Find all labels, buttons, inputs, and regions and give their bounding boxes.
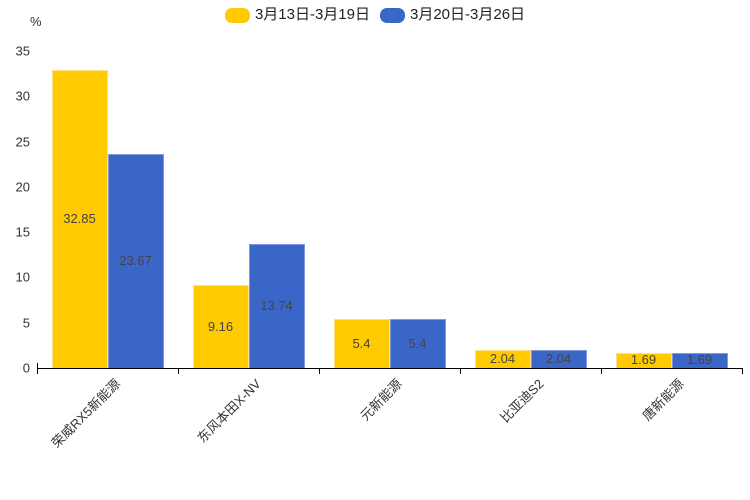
legend: 3月13日-3月19日 3月20日-3月26日 <box>0 6 750 24</box>
bar-series1-cat3[interactable] <box>333 319 390 368</box>
bar-value-label: 2.04 <box>489 350 516 366</box>
x-axis-label: 元新能源 <box>357 376 406 424</box>
bar-value-label: 9.16 <box>207 318 234 334</box>
axis-tick <box>601 369 602 374</box>
legend-item-week1[interactable]: 3月13日-3月19日 <box>224 6 370 24</box>
legend-label-week2: 3月20日-3月26日 <box>410 6 526 23</box>
axis-tick <box>37 369 38 374</box>
axis-tick <box>178 369 179 374</box>
bar-value-label: 2.04 <box>545 350 572 366</box>
bar-value-label: 5.4 <box>408 335 427 351</box>
y-axis-unit-label: % <box>30 14 42 29</box>
axis-tick <box>319 369 320 374</box>
x-axis-line <box>37 368 743 369</box>
y-axis-tick-label: 5 <box>22 315 30 331</box>
axis-tick <box>460 369 461 374</box>
y-axis-tick-label: 20 <box>15 179 30 195</box>
bar-series1-cat4[interactable] <box>474 349 531 368</box>
x-axis-label: 荣威RX5新能源 <box>48 376 124 451</box>
bar-series1-cat2[interactable] <box>192 285 249 368</box>
bar-series2-cat1[interactable] <box>107 153 164 368</box>
x-axis-label: 东风本田X-NV <box>194 376 265 446</box>
y-axis-tick-label: 35 <box>15 43 30 59</box>
bar-series2-cat5[interactable] <box>671 352 728 368</box>
legend-label-week1: 3月13日-3月19日 <box>254 6 370 23</box>
legend-item-week2[interactable]: 3月20日-3月26日 <box>380 6 525 24</box>
y-axis-tick-label: 30 <box>15 88 30 104</box>
axis-start-tick <box>37 363 38 368</box>
y-axis-tick-label: 0 <box>22 360 30 376</box>
bar-value-label: 13.74 <box>260 297 293 313</box>
y-axis-tick-label: 15 <box>15 224 30 240</box>
x-axis-label: 比亚迪S2 <box>496 376 547 426</box>
bar-series1-cat5[interactable] <box>615 352 672 368</box>
legend-swatch-blue <box>380 7 405 23</box>
bar-value-label: 23.67 <box>119 252 152 268</box>
bar-series2-cat2[interactable] <box>248 243 305 368</box>
bar-value-label: 1.69 <box>630 352 657 368</box>
bar-series1-cat1[interactable] <box>51 70 108 368</box>
y-axis-tick-label: 25 <box>15 134 30 150</box>
bar-value-label: 5.4 <box>352 335 371 351</box>
bar-series2-cat3[interactable] <box>389 319 446 368</box>
y-axis-tick-label: 10 <box>15 269 30 285</box>
bar-value-label: 32.85 <box>63 211 96 227</box>
legend-swatch-yellow <box>224 7 250 23</box>
bar-value-label: 1.69 <box>686 352 713 368</box>
axis-tick <box>742 369 743 374</box>
x-axis-label: 唐新能源 <box>639 376 688 424</box>
bar-series2-cat4[interactable] <box>530 349 587 368</box>
